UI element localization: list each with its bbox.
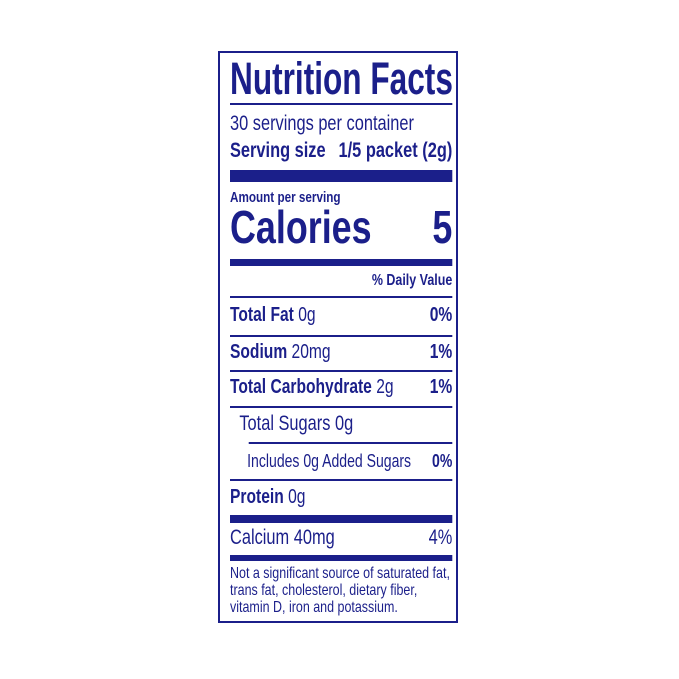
medium-divider [230, 555, 453, 561]
calories-label: Calories [230, 201, 372, 253]
nutrient-row-total-fat: Total Fat 0g 0% [230, 304, 453, 326]
nutrient-row-total-sugars: Total Sugars 0g [239, 412, 354, 435]
servings-per-container: 30 servings per container [230, 112, 414, 135]
nutrient-row-total-carbohydrate: Total Carbohydrate 2g 1% [230, 376, 453, 398]
vitamin-row-calcium: Calcium 40mg 4% [230, 526, 453, 549]
serving-size-row: Serving size 1/5 packet (2g) [230, 139, 452, 163]
divider [230, 406, 453, 408]
label-title: Nutrition Facts [230, 53, 453, 104]
thick-divider [230, 170, 453, 182]
calories-value: 5 [432, 201, 453, 253]
divider [230, 370, 453, 372]
amount-per-serving: Amount per serving [230, 189, 341, 206]
divider [230, 103, 453, 105]
calories-row: Calories 5 [230, 201, 452, 253]
nutrient-row-added-sugars: Includes 0g Added Sugars 0% [247, 451, 453, 471]
footnote: Not a significant source of saturated fa… [230, 565, 450, 616]
thick-divider [230, 515, 453, 523]
divider [230, 335, 453, 337]
serving-size-value: 1/5 packet (2g) [338, 139, 453, 162]
nutrition-facts-label: Nutrition Facts 30 servings per containe… [218, 51, 458, 623]
divider [248, 442, 453, 444]
divider [230, 296, 453, 298]
nutrient-row-protein: Protein 0g [230, 486, 306, 508]
daily-value-header: % Daily Value [371, 272, 453, 289]
nutrient-row-sodium: Sodium 20mg 1% [230, 341, 453, 363]
medium-divider [230, 259, 453, 266]
divider [230, 479, 453, 481]
serving-size-label: Serving size [230, 139, 326, 162]
